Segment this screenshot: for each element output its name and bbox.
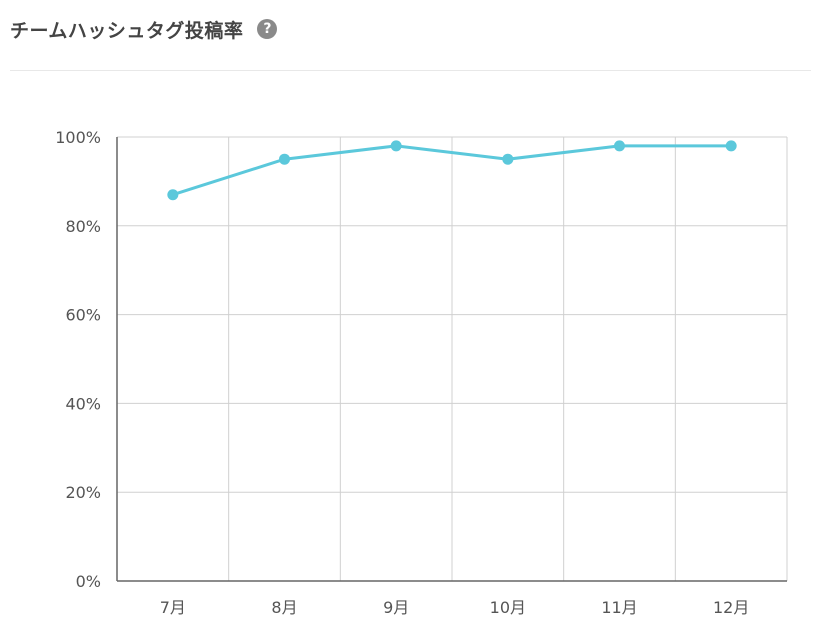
data-point	[167, 189, 179, 201]
x-tick-label: 11月	[601, 598, 637, 617]
data-point	[502, 153, 514, 165]
x-tick-label: 7月	[160, 598, 186, 617]
y-tick-label: 0%	[76, 572, 101, 591]
series-line	[171, 144, 733, 197]
y-tick-label: 60%	[65, 306, 101, 325]
y-tick-label: 20%	[65, 483, 101, 502]
data-point	[725, 140, 737, 152]
y-tick-label: 40%	[65, 394, 101, 413]
data-point	[279, 153, 290, 165]
data-point	[390, 140, 402, 152]
x-tick-label: 10月	[490, 598, 526, 617]
chart-header: チームハッシュタグ投稿率 ?	[10, 14, 278, 44]
y-tick-label: 100%	[55, 128, 101, 147]
x-tick-label: 8月	[271, 598, 297, 617]
data-point	[614, 140, 625, 152]
x-tick-label: 9月	[383, 598, 409, 617]
question-circle-icon[interactable]: ?	[257, 19, 278, 39]
y-tick-label: 80%	[65, 217, 101, 236]
chart-title: チームハッシュタグ投稿率	[10, 19, 244, 42]
x-tick-label: 12月	[713, 598, 749, 617]
header-divider	[10, 70, 811, 71]
